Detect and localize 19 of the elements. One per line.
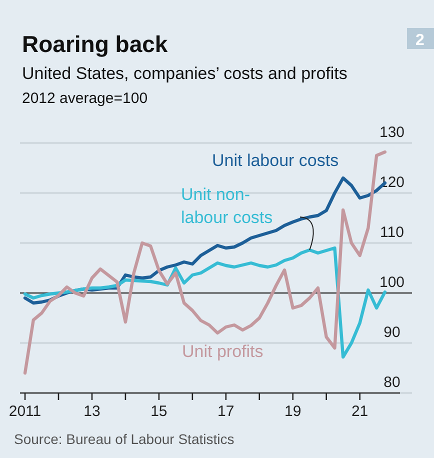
chart-title: Roaring back <box>22 31 168 57</box>
source-note: Source: Bureau of Labour Statistics <box>14 431 234 447</box>
x-tick-label: 17 <box>218 403 234 420</box>
y-tick-label: 130 <box>379 124 405 141</box>
series-label: Unit labour costs <box>212 151 339 170</box>
text: Unit non-labour costs <box>181 185 273 227</box>
x-tick-label: 13 <box>84 403 100 420</box>
y-tick-label: 80 <box>384 374 400 391</box>
y-tick-label: 100 <box>379 274 405 291</box>
y-tick-label: 110 <box>380 224 404 241</box>
x-tick-label: 15 <box>150 403 168 420</box>
chart-subtitle: United States, companies’ costs and profits <box>22 64 348 83</box>
y-axis-title: 2012 average=100 <box>22 90 148 107</box>
y-tick-label: 90 <box>384 324 400 341</box>
series-label: Unit profits <box>182 342 264 361</box>
text: 2 <box>416 32 425 49</box>
x-tick-label: 21 <box>351 403 368 420</box>
x-tick-label: 19 <box>284 403 302 420</box>
x-tick-label: 2011 <box>8 403 42 420</box>
